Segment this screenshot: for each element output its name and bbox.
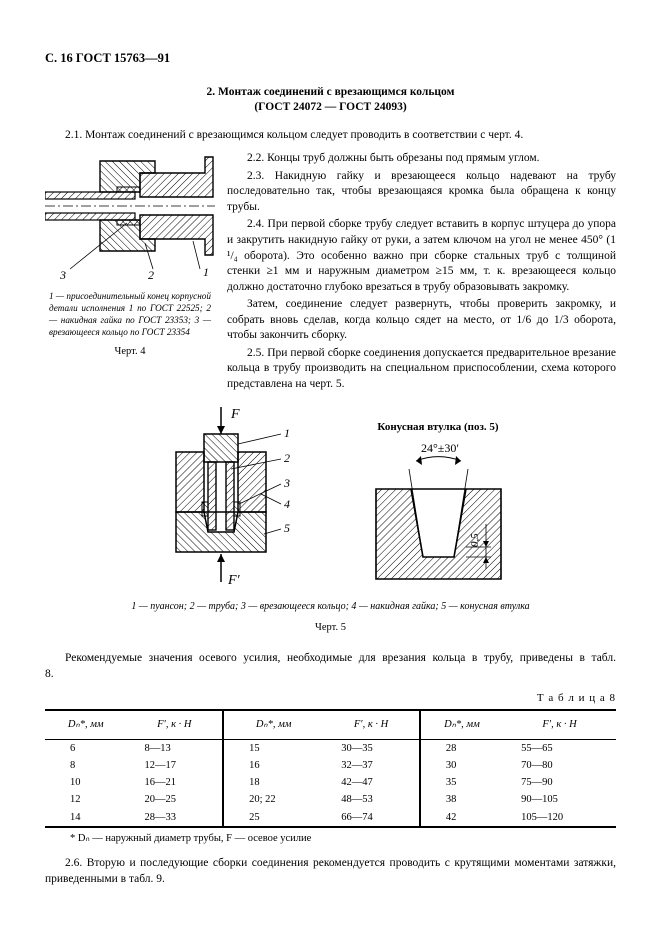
fig5-force-f: F <box>230 407 240 422</box>
figure-4-svg: 1 2 3 <box>45 151 215 281</box>
figure-4-block: 1 2 3 1 — присоединительный конец корпус… <box>45 151 215 394</box>
table-row: 68—131530—352855—65 <box>45 740 616 758</box>
table-8-footnote: * Dₙ — наружный диаметр трубы, F — осево… <box>45 832 616 846</box>
fig5-angle: 24°±30′ <box>421 441 459 455</box>
fig5-c1: 1 <box>284 426 290 440</box>
fig5-right-title: Конусная втулка (поз. 5) <box>361 420 516 435</box>
fig5-force-fp: F′ <box>227 573 241 588</box>
table-row: 1428—332566—7442105—120 <box>45 809 616 827</box>
table-8-label: Т а б л и ц а 8 <box>45 691 616 706</box>
title-line1: 2. Монтаж соединений с врезающимся кольц… <box>45 85 616 101</box>
t8-h-d3: Dₙ*, мм <box>420 710 503 740</box>
t8-h-d1: Dₙ*, мм <box>45 710 127 740</box>
fig5-c4: 4 <box>284 497 290 511</box>
title-line2: (ГОСТ 24072 — ГОСТ 24093) <box>45 100 616 116</box>
figure-4-label: Черт. 4 <box>45 345 215 359</box>
fig4-callout-2: 2 <box>148 268 154 281</box>
fig5-c3: 3 <box>283 476 290 490</box>
figure-4-caption: 1 — присоединительный конец корпусной де… <box>45 291 215 339</box>
section-title: 2. Монтаж соединений с врезающимся кольц… <box>45 85 616 116</box>
fig5-c2: 2 <box>284 451 290 465</box>
table-row: 1016—211842—473575—90 <box>45 775 616 792</box>
figure-5-right-svg: 24°±30′ 0,5 <box>361 439 516 589</box>
t8-h-f1: F′, к · Н <box>127 710 224 740</box>
table-row: 1220—2520; 2248—533890—105 <box>45 792 616 809</box>
t8-h-f3: F′, к · Н <box>503 710 616 740</box>
table-8: Dₙ*, мм F′, к · Н Dₙ*, мм F′, к · Н Dₙ*,… <box>45 709 616 828</box>
recommend-para: Рекомендуемые значения осевого усилия, н… <box>45 651 616 682</box>
para-2-2: 2.2. Концы труб должны быть обрезаны под… <box>227 151 616 167</box>
para-2-3: 2.3. Накидную гайку и врезающееся кольцо… <box>227 169 616 216</box>
para-2-4b: Затем, соединение следует развернуть, чт… <box>227 297 616 344</box>
fig5-dim: 0,5 <box>469 533 481 547</box>
t8-h-d2: Dₙ*, мм <box>223 710 323 740</box>
para-2-5: 2.5. При первой сборке соединения допуск… <box>227 346 616 393</box>
figure-5-label: Черт. 5 <box>45 621 616 635</box>
fig5-c5: 5 <box>284 521 290 535</box>
para-2-1: 2.1. Монтаж соединений с врезающимся кол… <box>45 128 616 144</box>
para-2-4: 2.4. При первой сборке трубу следует вст… <box>227 217 616 295</box>
figure-5-caption: 1 — пуансон; 2 — труба; 3 — врезающееся … <box>45 600 616 614</box>
para-2-6: 2.6. Вторую и последующие сборки соедине… <box>45 856 616 887</box>
page-header: С. 16 ГОСТ 15763—91 <box>45 50 616 67</box>
fig4-callout-3: 3 <box>59 268 66 281</box>
t8-h-f2: F′, к · Н <box>323 710 420 740</box>
table-row: 812—171632—373070—80 <box>45 758 616 775</box>
figure-5-left-svg: F F′ 1 2 3 <box>146 404 326 589</box>
fig4-callout-1: 1 <box>203 265 209 279</box>
